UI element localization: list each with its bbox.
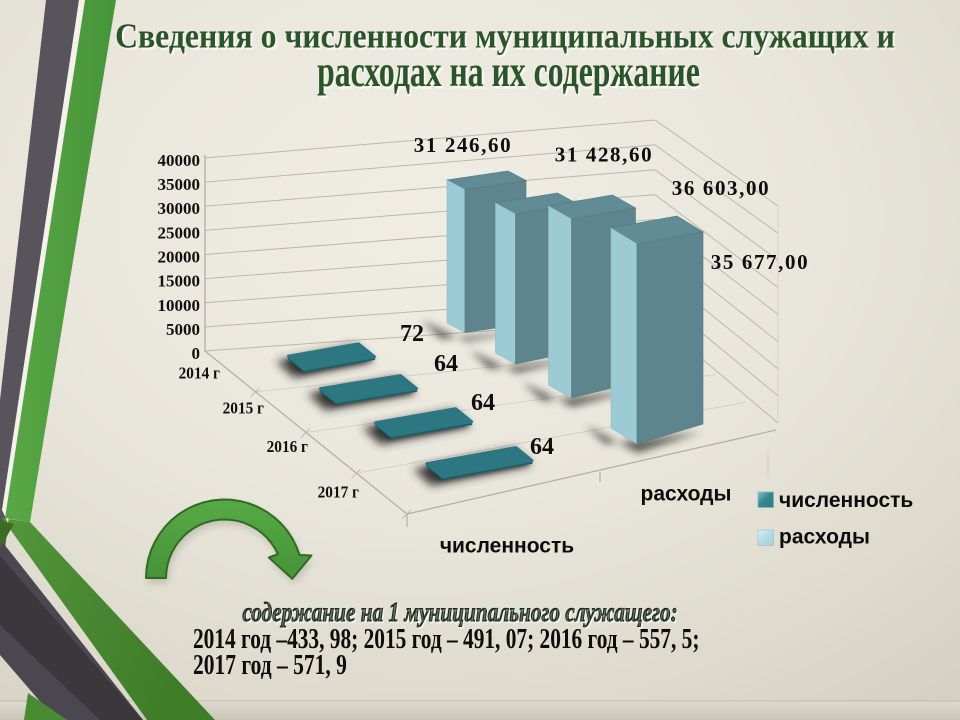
svg-text:Сведения о численности муници: Сведения о численности муниципальных слу…	[115, 17, 895, 56]
svg-text:15000: 15000	[158, 272, 201, 291]
svg-text:численность: численность	[779, 489, 913, 512]
svg-text:72: 72	[400, 321, 424, 347]
svg-text:36 603,00: 36 603,00	[672, 176, 770, 200]
svg-text:2016 г: 2016 г	[267, 438, 308, 456]
svg-text:30000: 30000	[158, 199, 201, 218]
svg-text:31 246,60: 31 246,60	[414, 133, 512, 157]
svg-text:0: 0	[192, 344, 201, 363]
svg-text:5000: 5000	[166, 320, 200, 339]
svg-text:2014 год –433, 98; 2015 год –: 2014 год –433, 98; 2015 год – 491, 07; 2…	[193, 624, 699, 654]
svg-text:64: 64	[530, 434, 554, 460]
svg-text:35 677,00: 35 677,00	[711, 250, 809, 274]
svg-text:численность: численность	[440, 535, 574, 558]
svg-text:25000: 25000	[158, 223, 201, 242]
svg-text:содержание на 1 муниципального: содержание на 1 муниципального служащего…	[242, 598, 677, 628]
svg-text:35000: 35000	[158, 175, 201, 194]
svg-text:2017 г: 2017 г	[318, 484, 359, 502]
svg-text:расходы: расходы	[641, 483, 732, 506]
svg-text:2017 год – 571, 9: 2017 год – 571, 9	[193, 650, 347, 680]
svg-text:31 428,60: 31 428,60	[555, 143, 653, 167]
svg-text:10000: 10000	[158, 296, 201, 315]
svg-text:2015 г: 2015 г	[223, 400, 264, 418]
svg-text:40000: 40000	[158, 151, 201, 170]
svg-text:20000: 20000	[158, 248, 201, 267]
svg-text:64: 64	[434, 351, 458, 377]
svg-text:2014 г: 2014 г	[179, 365, 220, 383]
svg-text:64: 64	[471, 390, 495, 416]
svg-text:расходы: расходы	[779, 526, 870, 549]
svg-text:расходах на их содержание: расходах на их содержание	[317, 48, 700, 96]
